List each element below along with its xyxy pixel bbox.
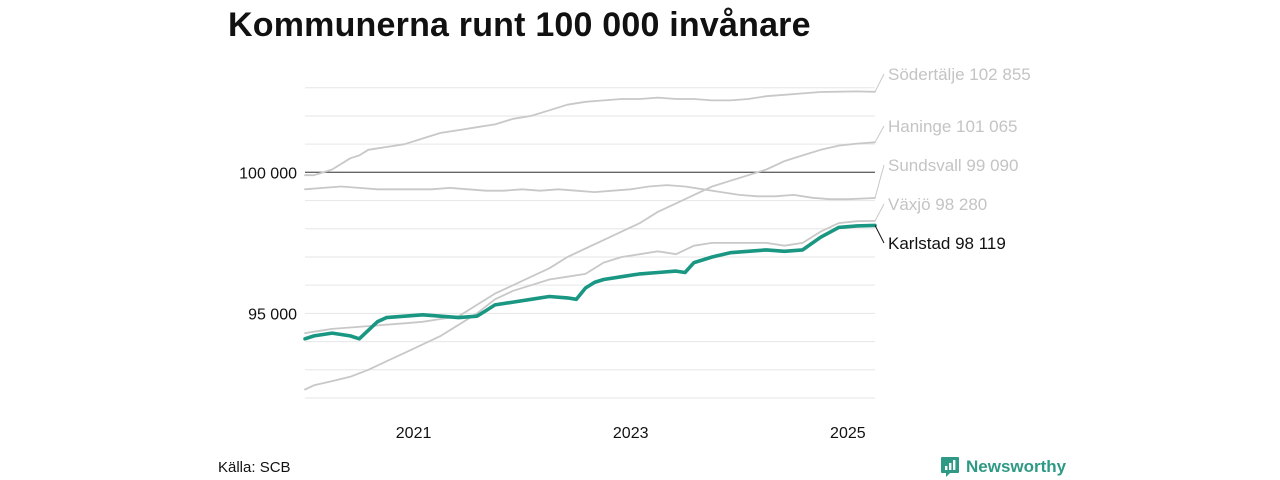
series-line-v-xj- bbox=[304, 219, 876, 391]
x-tick-label: 2023 bbox=[613, 425, 649, 442]
series-line-sundsvall bbox=[304, 184, 876, 201]
grid-lines bbox=[305, 87, 875, 399]
series-label-v-xj-: Växjö 98 280 bbox=[888, 195, 987, 214]
series-label-haninge: Haninge 101 065 bbox=[888, 117, 1018, 136]
leader-line-v-xj- bbox=[874, 203, 885, 222]
leader-line-s-dert-lje bbox=[874, 73, 885, 93]
leader-line-karlstad bbox=[874, 225, 885, 244]
x-axis-ticks: 2021 2023 2025 bbox=[396, 425, 866, 442]
series-line-haninge bbox=[304, 141, 876, 335]
chart-title: Kommunerna runt 100 000 invånare bbox=[228, 6, 811, 44]
series-lines bbox=[303, 90, 877, 391]
newsworthy-logo-icon bbox=[941, 457, 959, 477]
label-leaders bbox=[874, 73, 885, 244]
x-tick-label: 2025 bbox=[830, 425, 866, 442]
y-axis-ticks: 95 000 100 000 bbox=[239, 165, 297, 323]
y-tick-label: 100 000 bbox=[239, 165, 297, 182]
y-tick-label: 95 000 bbox=[248, 306, 297, 323]
series-label-sundsvall: Sundsvall 99 090 bbox=[888, 156, 1018, 175]
leader-line-haninge bbox=[874, 125, 885, 143]
series-label-s-dert-lje: Södertälje 102 855 bbox=[888, 65, 1031, 84]
x-tick-label: 2021 bbox=[396, 425, 432, 442]
series-line-karlstad bbox=[303, 223, 877, 341]
series-labels: Södertälje 102 855 Haninge 101 065 Sundsva… bbox=[888, 65, 1031, 253]
brand-name: Newsworthy bbox=[966, 457, 1067, 476]
source-note: Källa: SCB bbox=[218, 459, 291, 476]
brand-logo: Newsworthy bbox=[940, 456, 1066, 478]
leader-line-sundsvall bbox=[874, 164, 885, 199]
series-line-s-dert-lje bbox=[304, 90, 876, 177]
series-label-karlstad: Karlstad 98 119 bbox=[888, 234, 1006, 253]
